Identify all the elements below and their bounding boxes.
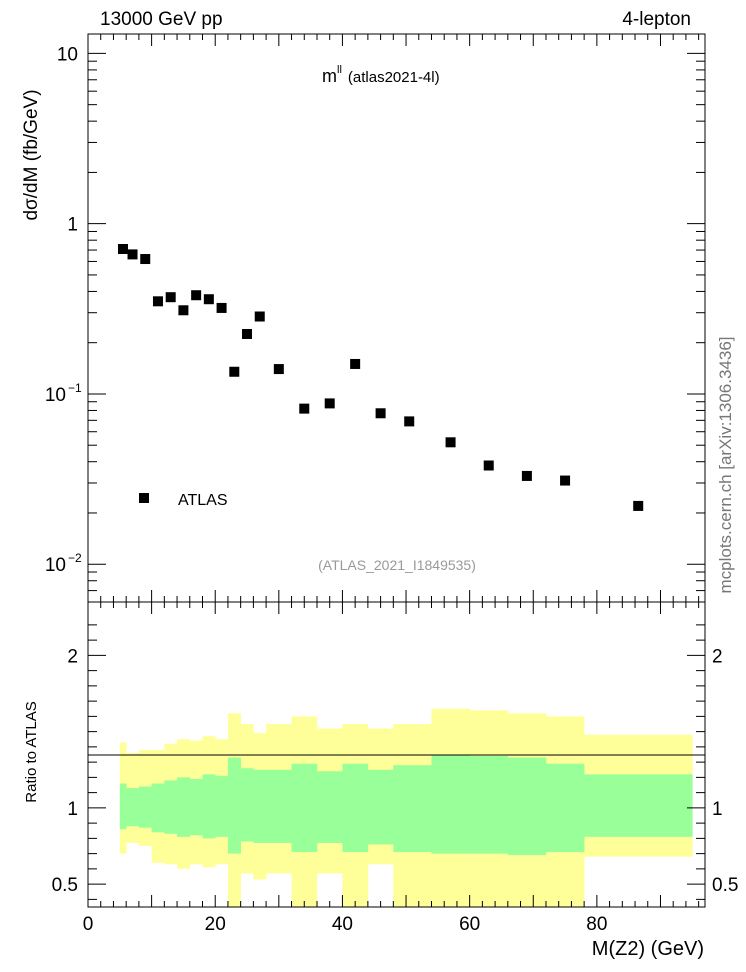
legend-marker: [139, 493, 149, 503]
data-point: [633, 500, 644, 511]
inner-band-bin: [151, 783, 165, 833]
data-point: [216, 302, 227, 313]
inner-band-bin: [138, 786, 152, 828]
y-tick-exponent: −2: [68, 551, 82, 565]
inner-band-bin: [253, 769, 267, 843]
data-point: [178, 305, 189, 316]
x-tick-label: 60: [459, 914, 480, 935]
data-point: [152, 296, 163, 307]
ratio-y-tick-label-right: 0.5: [712, 875, 738, 896]
energy-label: 13000 GeV pp: [100, 9, 223, 30]
data-point: [254, 311, 265, 322]
inner-band-bin: [291, 763, 318, 853]
y-tick-label: 10: [45, 385, 66, 406]
ratio-panel: 0.5 0.5 1 1 2 2 0 20 40 60 80 Ratio to ATLAS M(Z2…: [23, 34, 738, 960]
ratio-y-ticks: 0.5 0.5 1 1 2 2: [52, 624, 738, 900]
data-point: [191, 290, 202, 301]
uncertainty-bands: [119, 708, 693, 907]
data-point: [140, 254, 151, 265]
y-tick-label: 10: [45, 555, 66, 576]
inner-band-bin: [119, 783, 127, 830]
data-point: [127, 249, 138, 260]
x-axis-ticks: 0 20 40 60 80: [83, 34, 700, 935]
y-axis-label: dσ/dM (fb/GeV): [21, 89, 42, 220]
ratio-y-tick-label: 2: [67, 646, 78, 667]
data-point: [445, 437, 456, 448]
ratio-y-tick-label: 0.5: [52, 875, 78, 896]
ratio-frame: [87, 601, 706, 908]
inner-band-bin: [342, 763, 369, 853]
inner-band-bin: [126, 788, 140, 827]
data-point: [560, 475, 571, 486]
process-label: 4-lepton: [622, 9, 691, 30]
inner-band-bin: [177, 777, 191, 837]
data-point: [273, 364, 284, 375]
data-point: [375, 408, 386, 419]
ratio-y-axis-label: Ratio to ATLAS: [23, 701, 40, 802]
inner-band-bin: [215, 775, 229, 837]
inner-band-bin: [507, 757, 547, 856]
inner-band-bin: [431, 754, 470, 854]
y-tick-label: 1: [67, 215, 78, 236]
data-point: [483, 460, 494, 471]
inner-band-bin: [469, 756, 509, 854]
ratio-y-tick-label-right: 1: [712, 799, 723, 820]
data-point: [229, 366, 240, 377]
data-point: [324, 398, 335, 409]
legend: ATLAS: [139, 492, 228, 509]
inner-band-bin: [164, 780, 178, 834]
data-point: [117, 244, 128, 255]
inner-band-bin: [202, 774, 216, 839]
inner-band-bin: [584, 774, 693, 837]
main-frame: [87, 33, 706, 603]
inner-band-bin: [227, 757, 241, 854]
data-point: [299, 403, 310, 414]
side-label: mcplots.cern.ch [arXiv:1306.3436]: [716, 336, 735, 593]
x-tick-label: 20: [205, 914, 226, 935]
x-tick-label: 40: [332, 914, 353, 935]
main-minor-ticks: [88, 60, 705, 603]
inner-band-bin: [240, 768, 254, 842]
analysis-id: (ATLAS_2021_I1849535): [318, 557, 476, 573]
x-axis-label: M(Z2) (GeV): [592, 938, 704, 960]
x-tick-label: 80: [586, 914, 607, 935]
plot-title: mll (atlas2021-4l): [322, 64, 440, 86]
main-panel: dσ/dM (fb/GeV) mll (atlas2021-4l) (ATLAS_…: [21, 33, 706, 603]
data-point: [203, 294, 214, 305]
data-point: [404, 416, 415, 427]
ratio-y-tick-label: 1: [67, 799, 78, 820]
data-point: [242, 328, 253, 339]
inner-band-bin: [189, 778, 203, 836]
ratio-y-tick-label-right: 2: [712, 646, 723, 667]
x-tick-label: 0: [83, 914, 94, 935]
legend-label: ATLAS: [178, 492, 228, 509]
y-tick-exponent: −1: [68, 381, 82, 395]
inner-band-bin: [545, 763, 585, 853]
data-point: [350, 358, 361, 369]
inner-band-bin: [316, 771, 343, 843]
data-points: [117, 244, 644, 511]
y-tick-label: 10: [57, 44, 78, 65]
inner-band-bin: [393, 765, 432, 853]
data-point: [165, 292, 176, 303]
inner-band-bin: [266, 769, 292, 843]
data-point: [521, 470, 532, 481]
inner-band-bin: [367, 769, 394, 845]
